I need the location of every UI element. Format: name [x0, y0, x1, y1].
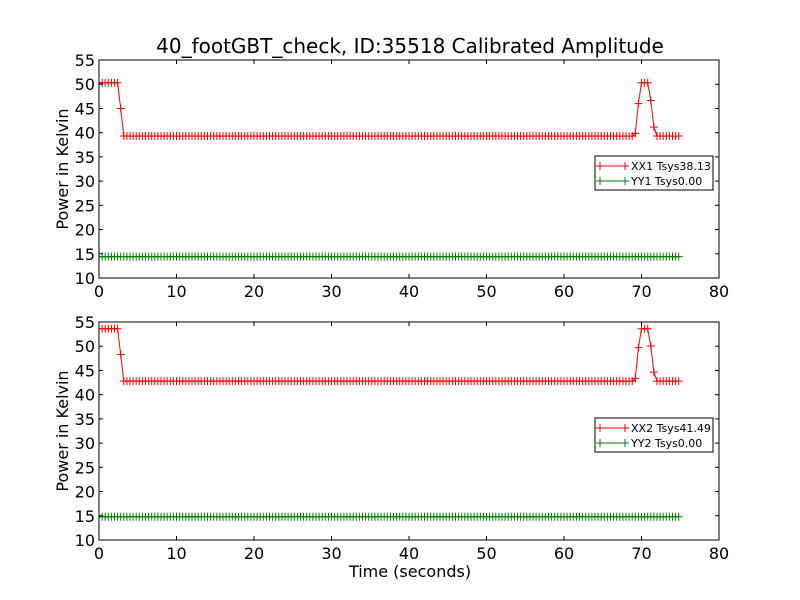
y-tick-label: 15 — [75, 245, 95, 264]
bottom-subplot: 0 10 20 30 40 50 60 70 8010152025303540455055Pow… — [53, 313, 729, 563]
y-tick-label: 10 — [75, 531, 95, 550]
x-tick-label: 70 — [631, 544, 651, 563]
legend-marker — [596, 177, 604, 185]
data-point — [113, 324, 122, 333]
x-tick-label: 20 — [244, 282, 264, 301]
x-tick-label: 60 — [554, 544, 574, 563]
legend-label: XX1 Tsys38.13 — [631, 160, 711, 173]
x-tick-label: 0 — [94, 282, 104, 301]
x-tick-label: 30 — [321, 544, 341, 563]
legend-marker — [621, 424, 629, 432]
legend-marker — [621, 177, 629, 185]
plot-area — [99, 324, 683, 521]
x-tick-label: 80 — [709, 544, 729, 563]
y-tick-label: 20 — [75, 221, 95, 240]
data-point — [646, 341, 655, 350]
x-tick-label: 40 — [399, 544, 419, 563]
x-tick-label: 50 — [476, 282, 496, 301]
data-point — [674, 377, 683, 386]
y-tick-label: 30 — [75, 434, 95, 453]
data-point — [643, 78, 652, 87]
data-point — [649, 123, 658, 132]
data-point — [116, 104, 125, 113]
y-tick-label: 50 — [75, 75, 95, 94]
y-tick-label: 10 — [75, 269, 95, 288]
data-point — [113, 78, 122, 87]
y-tick-label: 20 — [75, 483, 95, 502]
y-tick-label: 35 — [75, 148, 95, 167]
legend-label: YY1 Tsys0.00 — [630, 175, 702, 188]
data-point — [631, 374, 640, 383]
y-tick-label: 25 — [75, 196, 95, 215]
y-tick-label: 45 — [75, 99, 95, 118]
y-tick-label: 30 — [75, 172, 95, 191]
series-markers-1 — [99, 78, 683, 141]
legend-marker — [621, 439, 629, 447]
x-tick-label: 70 — [631, 282, 651, 301]
series-markers-1 — [99, 324, 683, 386]
y-tick-label: 25 — [75, 458, 95, 477]
data-point — [634, 99, 643, 108]
x-tick-label: 30 — [321, 282, 341, 301]
series-markers-2 — [99, 512, 683, 521]
x-tick-label: 60 — [554, 282, 574, 301]
data-point — [674, 132, 683, 141]
x-tick-label: 50 — [476, 544, 496, 563]
series-markers-2 — [99, 252, 683, 261]
y-tick-label: 40 — [75, 124, 95, 143]
legend-marker — [596, 424, 604, 432]
legend-marker — [621, 162, 629, 170]
y-tick-label: 40 — [75, 386, 95, 405]
legend-label: YY2 Tsys0.00 — [630, 437, 702, 450]
x-tick-label: 20 — [244, 544, 264, 563]
data-point — [643, 324, 652, 333]
x-tick-label: 10 — [166, 282, 186, 301]
data-point — [674, 252, 683, 261]
y-tick-label: 55 — [75, 313, 95, 332]
y-tick-label: 50 — [75, 337, 95, 356]
y-axis-label: Power in Kelvin — [53, 370, 72, 491]
data-point — [116, 350, 125, 359]
data-point — [649, 368, 658, 377]
chart-title: 40_footGBT_check, ID:35518 Calibrated Am… — [156, 34, 664, 58]
legend-label: XX2 Tsys41.49 — [631, 422, 711, 435]
legend-box — [594, 417, 714, 453]
legend-marker — [596, 439, 604, 447]
y-tick-label: 35 — [75, 410, 95, 429]
data-point — [646, 96, 655, 105]
y-axis-label: Power in Kelvin — [53, 108, 72, 229]
plot-area — [99, 78, 683, 261]
x-tick-label: 40 — [399, 282, 419, 301]
data-point — [634, 343, 643, 352]
y-tick-label: 15 — [75, 507, 95, 526]
y-tick-label: 55 — [75, 51, 95, 70]
y-tick-label: 45 — [75, 361, 95, 380]
legend-marker — [596, 162, 604, 170]
x-tick-label: 0 — [94, 544, 104, 563]
x-tick-label: 80 — [709, 282, 729, 301]
data-point — [674, 512, 683, 521]
x-tick-label: 10 — [166, 544, 186, 563]
legend-box — [594, 155, 714, 191]
top-subplot: 0 10 20 30 40 50 60 70 8010152025303540455055Pow… — [53, 51, 729, 301]
data-point — [631, 129, 640, 138]
x-axis-label: Time (seconds) — [348, 562, 471, 581]
